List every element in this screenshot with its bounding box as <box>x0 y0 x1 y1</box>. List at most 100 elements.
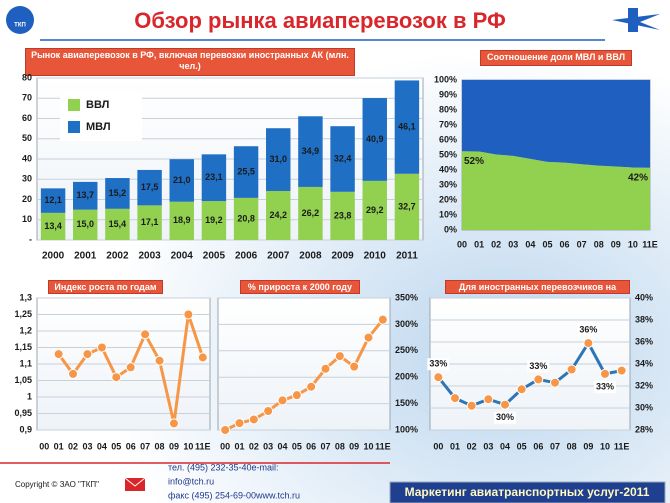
x-tick-label: 09 <box>583 441 593 451</box>
marker <box>363 332 374 343</box>
y-tick-label: 40% <box>439 164 457 174</box>
area <box>462 151 650 230</box>
marker <box>263 405 274 416</box>
x-tick-label: 03 <box>508 239 518 249</box>
x-tick-label: 11E <box>614 441 630 451</box>
x-tick-label: 2000 <box>42 251 65 262</box>
x-tick-label: 04 <box>277 441 287 451</box>
marker <box>168 418 179 429</box>
mail-icon <box>125 478 145 491</box>
marker <box>377 314 388 325</box>
y-tick-label: 60% <box>439 134 457 144</box>
x-tick-label: 11E <box>375 441 391 451</box>
bar <box>362 98 387 181</box>
bar-label: 32,7 <box>398 201 416 211</box>
bar-label: 26,2 <box>302 208 320 218</box>
area <box>462 80 650 168</box>
x-tick-label: 10 <box>628 239 638 249</box>
x-tick-label: 01 <box>474 239 484 249</box>
x-tick-label: 05 <box>111 441 121 451</box>
x-tick-label: 2002 <box>106 251 129 262</box>
contact-line: тел. (495) 232-35-40e-mail: <box>168 462 279 472</box>
marker <box>483 394 494 405</box>
bar <box>330 191 355 240</box>
y-tick-label: 50% <box>439 149 457 159</box>
y-tick-label: 20 <box>22 194 32 204</box>
x-tick-label: 01 <box>54 441 64 451</box>
chart-title: Индекс роста по годам <box>48 280 163 294</box>
marker <box>82 349 93 360</box>
x-tick-label: 11E <box>642 239 658 249</box>
x-tick-label: 03 <box>483 441 493 451</box>
y-tick-label: 34% <box>635 358 653 368</box>
label-bg <box>577 324 600 337</box>
chart-title: Для иностранных перевозчиков на МВЛ <box>445 280 630 294</box>
marker <box>450 393 460 404</box>
y-tick-label: 80% <box>439 104 457 114</box>
y-tick-label: 32% <box>635 380 653 390</box>
bar <box>40 188 66 213</box>
marker <box>550 377 560 388</box>
x-tick-label: 2009 <box>331 251 354 262</box>
x-tick-label: 2005 <box>203 251 226 262</box>
y-tick-label: 50 <box>22 133 32 143</box>
chart-title-box: Для иностранных перевозчиков на МВЛ <box>445 280 630 294</box>
y-tick-label: 1,25 <box>14 309 32 319</box>
banner <box>389 481 666 503</box>
bar <box>169 201 194 240</box>
bar-label: 23,1 <box>205 172 223 182</box>
point-label: 30% <box>496 412 514 422</box>
marker <box>154 355 165 366</box>
bar-label: 46,1 <box>398 121 416 131</box>
x-tick-label: 10 <box>183 441 193 451</box>
marker <box>68 368 79 379</box>
chart-title: % прироста к 2000 году <box>240 280 360 294</box>
point-label: 33% <box>529 361 547 371</box>
x-tick-label: 03 <box>263 441 273 451</box>
bar <box>266 128 291 191</box>
y-tick-label: 36% <box>635 336 653 346</box>
x-tick-label: 11E <box>195 441 211 451</box>
chart-title-box: Соотношение доли МВЛ и ВВЛ <box>480 50 632 66</box>
y-tick-label: 40% <box>635 292 653 302</box>
plot-area <box>217 297 391 431</box>
x-tick-label: 10 <box>600 441 610 451</box>
y-tick-label: 150% <box>395 398 418 408</box>
x-tick-label: 05 <box>542 239 552 249</box>
x-tick-label: 03 <box>82 441 92 451</box>
bar-label: 13,7 <box>76 190 94 200</box>
y-tick-label: 200% <box>395 372 418 382</box>
y-tick-label: 30% <box>439 179 457 189</box>
bar <box>233 146 259 198</box>
x-tick-label: 08 <box>155 441 165 451</box>
marker <box>140 329 151 340</box>
bar <box>105 208 130 240</box>
y-tick-label: 1,3 <box>19 292 32 302</box>
marker <box>220 425 231 435</box>
x-tick-label: 01 <box>450 441 460 451</box>
bar <box>394 173 420 240</box>
chart-title-box: Рынок авиаперевозок в РФ, включая перево… <box>25 48 355 76</box>
contact-line: факс (495) 254-69-00www.tch.ru <box>168 490 300 500</box>
y-tick-label: 1 <box>27 391 32 401</box>
slide-title: Обзор рынка авиаперевозок в РФ <box>134 8 506 33</box>
x-tick-label: 2004 <box>171 251 194 262</box>
bar <box>73 209 98 240</box>
bar <box>201 201 227 240</box>
x-tick-label: 08 <box>594 239 604 249</box>
x-tick-label: 07 <box>140 441 150 451</box>
bar-label: 15,2 <box>109 188 127 198</box>
x-tick-label: 02 <box>467 441 477 451</box>
bar-label: 32,4 <box>334 153 352 163</box>
logo-text: ТКП <box>14 23 26 29</box>
x-tick-label: 08 <box>567 441 577 451</box>
bar <box>394 80 420 174</box>
bar-label: 29,2 <box>366 205 384 215</box>
marker <box>183 309 194 320</box>
marker <box>500 399 510 410</box>
bar-label: 18,9 <box>173 215 191 225</box>
area-label: 42% <box>628 172 648 183</box>
marker <box>349 361 360 372</box>
x-tick-label: 04 <box>525 239 535 249</box>
y-tick-label: 1,05 <box>14 375 32 385</box>
